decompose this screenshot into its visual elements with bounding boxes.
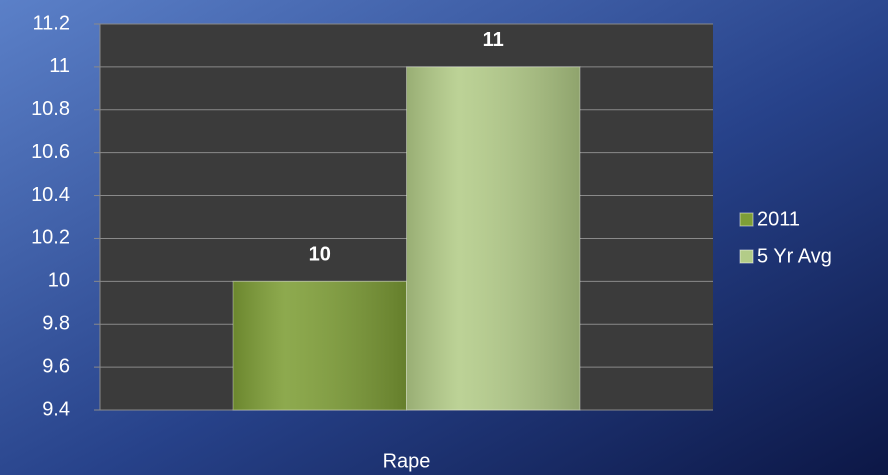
- data-label: 10: [309, 244, 331, 266]
- legend-label: 5 Yr Avg: [757, 245, 832, 267]
- y-tick-label: 10.4: [31, 184, 70, 206]
- y-tick-label: 11.2: [33, 12, 70, 34]
- legend-swatch: [739, 212, 754, 227]
- y-tick-label: 10.8: [31, 98, 70, 120]
- legend-label: 2011: [757, 208, 800, 230]
- bar-shine: [232, 280, 407, 411]
- y-tick-label: 11: [49, 55, 70, 77]
- bar-shine: [406, 66, 581, 411]
- y-tick-label: 9.8: [42, 313, 70, 335]
- y-tick-label: 10.6: [31, 141, 70, 163]
- y-tick-label: 10.2: [31, 227, 70, 249]
- legend-swatch: [739, 249, 754, 264]
- bars: [232, 66, 581, 411]
- y-tick-label: 10: [48, 270, 70, 292]
- y-tick-label: 9.4: [42, 398, 70, 420]
- legend: 2011 5 Yr Avg: [739, 208, 832, 267]
- data-label: 11: [483, 29, 504, 51]
- x-tick-label: Rape: [383, 450, 431, 472]
- y-tick-label: 9.6: [42, 355, 70, 377]
